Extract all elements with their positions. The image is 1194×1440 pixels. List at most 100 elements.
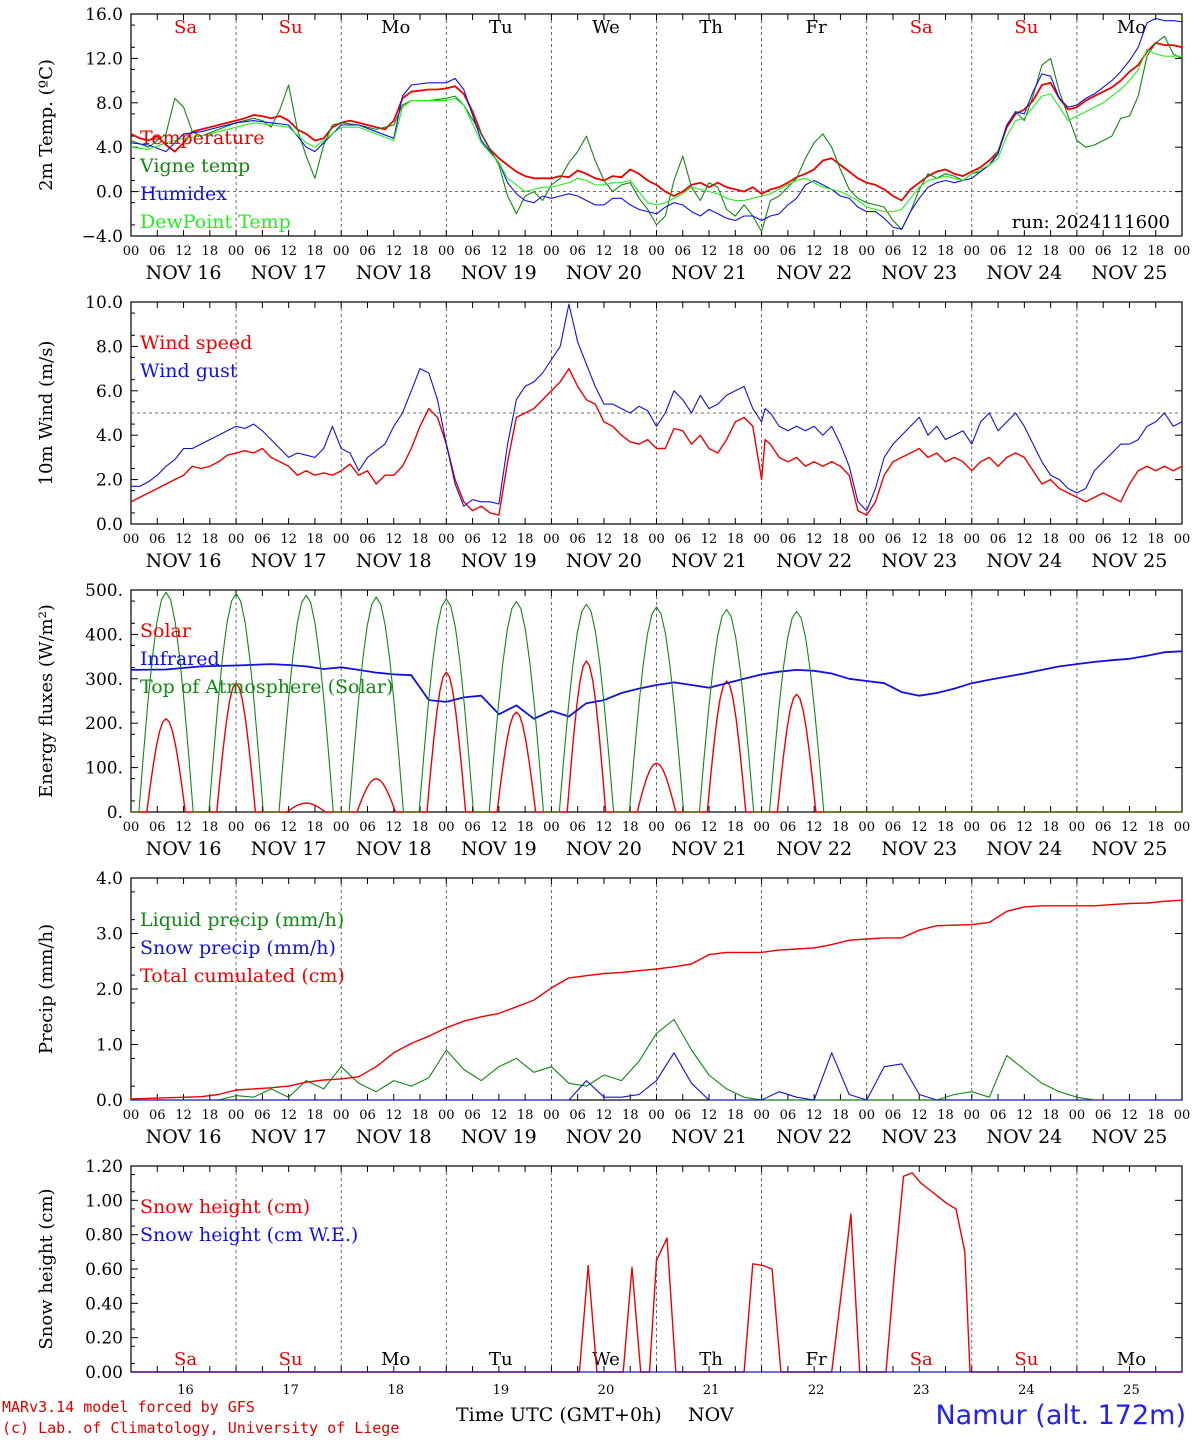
y-tick-label: 0.80 [85,1226,123,1246]
hour-tick-label: 18 [727,1108,744,1123]
hour-tick-label: 06 [464,244,481,259]
day-label: NOV 24 [986,550,1062,572]
hour-tick-label: 06 [990,244,1007,259]
hour-tick-label: 06 [359,532,376,547]
hour-tick-label: 18 [937,1108,954,1123]
hour-tick-label: 18 [1042,532,1059,547]
hour-tick-label: 06 [990,1108,1007,1123]
hour-tick-label: 12 [385,532,402,547]
series-liquid-precip-mm-h- [131,1018,1182,1101]
meteogram: −4.0 0.0 4.0 8.0 12.0 16.0 2m Temp. (ºC) 00 06 12… [36,5,1191,1398]
hour-tick-label: 06 [149,532,166,547]
hour-tick-label: 00 [964,1108,981,1123]
hour-tick-label: 12 [280,532,297,547]
hour-tick-label: 12 [280,820,297,835]
weekday-label: Th [699,1349,723,1370]
hour-tick-label: 06 [885,1108,902,1123]
copyright-credit: (c) Lab. of Climatology, University of L… [2,1419,400,1437]
hour-tick-label: 06 [780,820,797,835]
weekday-label: Su [279,1349,303,1370]
hour-tick-label: 06 [464,532,481,547]
day-label: NOV 16 [146,550,222,572]
weekday-label: Mo [1117,17,1146,38]
y-tick-label: 0.00 [85,1363,123,1383]
day-label: NOV 23 [881,1126,957,1148]
hour-tick-label: 00 [228,1108,245,1123]
day-label: NOV 25 [1092,838,1168,860]
hour-tick-label: 18 [1147,244,1164,259]
legend-entry: Wind gust [140,360,238,382]
hour-tick-label: 18 [622,820,639,835]
series-total-cumulated-cm- [130,899,1183,1100]
legend-entry: Humidex [140,183,227,205]
hour-tick-label: 00 [543,244,560,259]
hour-tick-label: 18 [832,1108,849,1123]
y-tick-label: 12.0 [85,49,123,69]
day-label: NOV 23 [881,838,957,860]
hour-tick-label: 18 [517,1108,534,1123]
hour-tick-label: 00 [333,820,350,835]
weekday-label: Tu [489,17,513,38]
day-number-label: 23 [913,1383,930,1398]
hour-tick-label: 00 [438,244,455,259]
day-label: NOV 24 [986,838,1062,860]
hour-tick-label: 12 [596,1108,613,1123]
hour-tick-label: 06 [464,1108,481,1123]
hour-tick-label: 06 [254,820,271,835]
hour-tick-label: 06 [885,244,902,259]
weekday-label: Tu [489,1349,513,1370]
hour-tick-label: 12 [1121,1108,1138,1123]
hour-tick-label: 18 [307,1108,324,1123]
legend-entry: Top of Atmosphere (Solar) [140,676,393,698]
y-tick-label: 0.40 [85,1294,123,1314]
weekday-label: Sa [174,17,197,38]
hour-tick-label: 18 [202,820,219,835]
hour-tick-label: 12 [385,820,402,835]
hour-tick-label: 00 [964,820,981,835]
series-humidex [130,17,1183,230]
y-tick-label: 1.00 [85,1191,123,1211]
y-tick-label: 2.0 [96,471,123,491]
hour-tick-label: 12 [911,532,928,547]
day-label: NOV 16 [146,262,222,284]
hour-tick-label: 18 [727,820,744,835]
y-tick-label: 16.0 [85,5,123,25]
day-number-label: 18 [387,1383,404,1398]
hour-tick-label: 18 [727,244,744,259]
y-axis-label: Snow height (cm) [36,1188,57,1349]
hour-tick-label: 06 [675,244,692,259]
hour-tick-label: 00 [1174,532,1191,547]
hour-tick-label: 06 [885,532,902,547]
day-label: NOV 22 [776,838,852,860]
hour-tick-label: 06 [885,820,902,835]
hour-tick-label: 18 [1147,820,1164,835]
hour-tick-label: 06 [254,1108,271,1123]
hour-tick-label: 18 [307,532,324,547]
weekday-label: Fr [806,17,827,38]
hour-tick-label: 06 [569,820,586,835]
day-label: NOV 17 [251,1126,327,1148]
day-number-label: 22 [808,1383,825,1398]
hour-tick-label: 00 [123,1108,140,1123]
hour-tick-label: 18 [517,244,534,259]
weekday-label: Sa [910,17,933,38]
day-label: NOV 18 [356,550,432,572]
legend-entry: Solar [140,620,192,642]
hour-tick-label: 06 [1095,244,1112,259]
hour-tick-label: 06 [1095,532,1112,547]
hour-tick-label: 12 [701,820,718,835]
hour-tick-label: 12 [1016,532,1033,547]
y-axis-label: Precip (mm/h) [36,924,57,1054]
day-label: NOV 18 [356,1126,432,1148]
hour-tick-label: 00 [858,244,875,259]
day-label: NOV 20 [566,550,642,572]
day-label: NOV 22 [776,1126,852,1148]
hour-tick-label: 06 [675,532,692,547]
day-number-label: 16 [177,1383,194,1398]
hour-tick-label: 06 [149,244,166,259]
hour-tick-label: 06 [780,532,797,547]
day-label: NOV 25 [1092,262,1168,284]
day-label: NOV 16 [146,1126,222,1148]
hour-tick-label: 06 [254,532,271,547]
weekday-label: Mo [381,1349,410,1370]
